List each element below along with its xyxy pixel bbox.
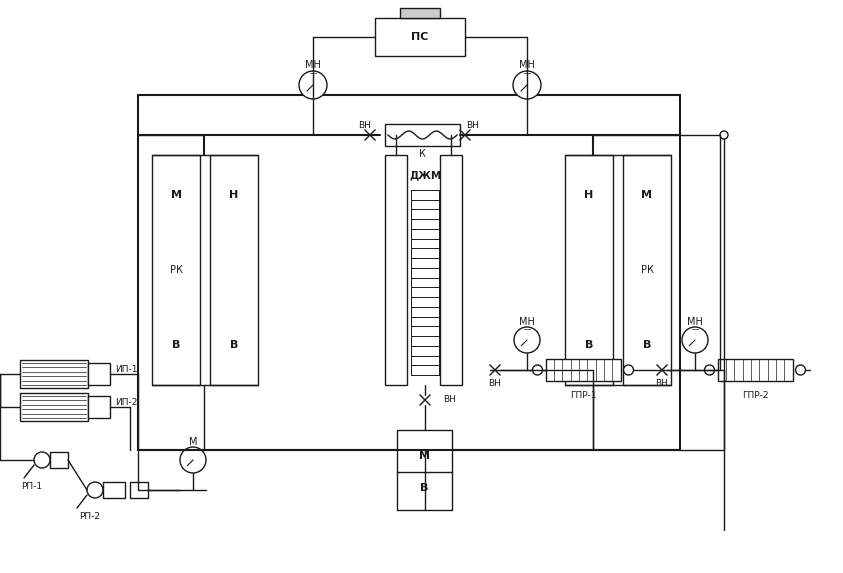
Text: ИП-1: ИП-1 bbox=[115, 365, 137, 374]
Bar bbox=[138, 95, 680, 450]
Circle shape bbox=[720, 131, 728, 139]
Text: ВН: ВН bbox=[656, 379, 668, 388]
Text: М: М bbox=[170, 190, 181, 200]
Text: ГПР-1: ГПР-1 bbox=[570, 391, 596, 399]
Circle shape bbox=[34, 452, 50, 468]
Text: Н: Н bbox=[229, 190, 239, 200]
Text: ВН: ВН bbox=[489, 379, 502, 388]
Bar bbox=[717, 359, 792, 381]
Text: МН: МН bbox=[519, 60, 535, 70]
Bar bbox=[623, 155, 671, 385]
Circle shape bbox=[796, 365, 806, 375]
Circle shape bbox=[180, 447, 206, 473]
Text: В: В bbox=[172, 340, 180, 350]
Bar bbox=[50, 452, 68, 468]
Text: В: В bbox=[585, 340, 593, 350]
Text: ВН: ВН bbox=[466, 121, 480, 131]
Text: МН: МН bbox=[519, 317, 535, 327]
Text: К: К bbox=[419, 149, 426, 159]
Circle shape bbox=[87, 482, 103, 498]
Bar bbox=[210, 155, 258, 385]
Bar bbox=[545, 359, 620, 381]
Bar bbox=[88, 396, 110, 418]
Bar bbox=[565, 155, 613, 385]
Bar bbox=[400, 8, 440, 18]
Text: ПС: ПС bbox=[411, 32, 429, 42]
Text: РП-1: РП-1 bbox=[21, 482, 42, 491]
Circle shape bbox=[682, 327, 708, 353]
Circle shape bbox=[705, 365, 715, 375]
Text: ВН: ВН bbox=[358, 121, 372, 131]
Bar bbox=[103, 482, 125, 498]
Text: МН: МН bbox=[305, 60, 321, 70]
Bar bbox=[130, 482, 148, 498]
Bar bbox=[385, 124, 460, 146]
Text: В: В bbox=[230, 340, 239, 350]
Circle shape bbox=[514, 327, 540, 353]
Text: РП-2: РП-2 bbox=[79, 512, 100, 521]
Bar bbox=[20, 393, 88, 421]
Text: ГПР-2: ГПР-2 bbox=[742, 391, 768, 399]
Circle shape bbox=[624, 365, 633, 375]
Bar bbox=[385, 155, 407, 385]
Bar bbox=[88, 363, 110, 385]
Text: Н: Н bbox=[584, 190, 593, 200]
Text: М: М bbox=[189, 437, 197, 447]
Text: ДЖМ: ДЖМ bbox=[409, 170, 441, 180]
Bar bbox=[375, 18, 465, 56]
Circle shape bbox=[533, 365, 543, 375]
Text: РК: РК bbox=[641, 265, 653, 275]
Text: МН: МН bbox=[687, 317, 703, 327]
Bar bbox=[440, 155, 462, 385]
Bar bbox=[397, 430, 452, 510]
Text: В: В bbox=[643, 340, 651, 350]
Circle shape bbox=[299, 71, 327, 99]
Text: ИП-2: ИП-2 bbox=[115, 398, 137, 407]
Circle shape bbox=[513, 71, 541, 99]
Text: ВН: ВН bbox=[443, 395, 456, 405]
Bar bbox=[152, 155, 200, 385]
Text: В: В bbox=[421, 482, 429, 493]
Text: М: М bbox=[419, 452, 430, 461]
Text: РК: РК bbox=[169, 265, 182, 275]
Text: М: М bbox=[642, 190, 652, 200]
Bar bbox=[20, 360, 88, 388]
